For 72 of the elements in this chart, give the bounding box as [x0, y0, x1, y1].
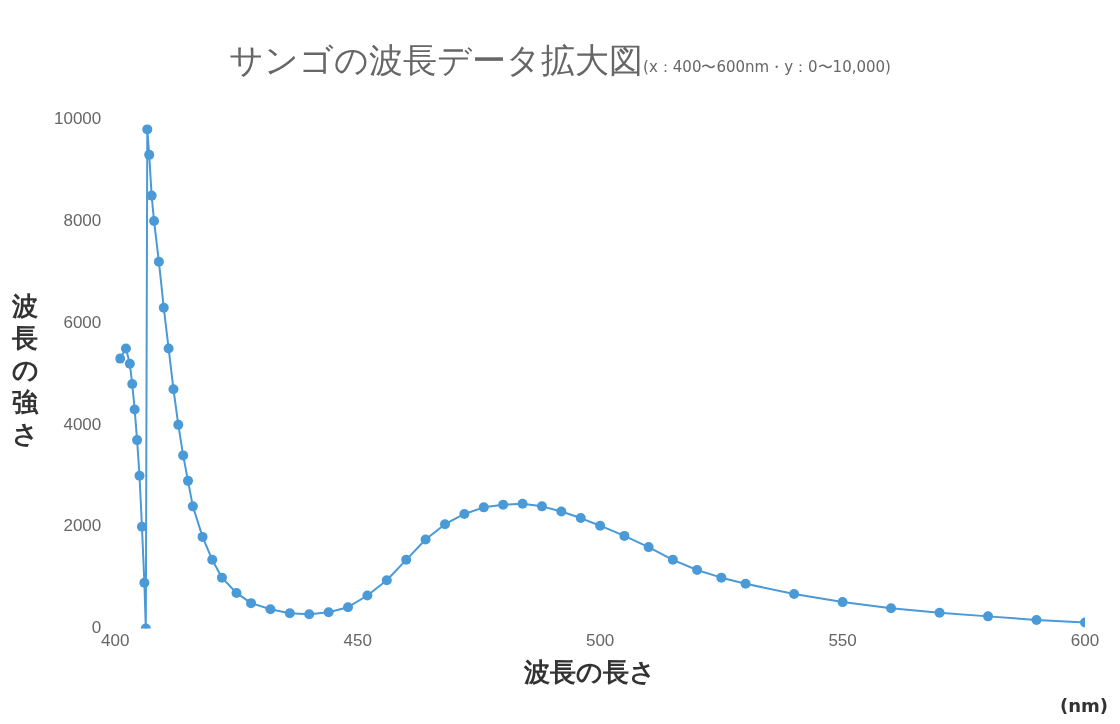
point — [401, 554, 412, 565]
y-tick-label: 10000 — [53, 108, 102, 128]
point — [231, 587, 242, 598]
point — [183, 475, 193, 486]
x-tick-label: 450 — [343, 631, 372, 651]
point — [163, 343, 174, 354]
y-tick-label: 6000 — [63, 312, 102, 332]
point — [216, 572, 227, 583]
point — [983, 611, 994, 622]
point — [246, 598, 257, 609]
point — [127, 379, 138, 390]
point — [139, 577, 150, 588]
x-tick-label: 500 — [585, 631, 615, 651]
y-tick-label: 4000 — [63, 414, 102, 434]
point — [187, 501, 198, 512]
point — [556, 506, 567, 517]
point — [420, 534, 431, 545]
point — [144, 149, 155, 160]
point — [575, 513, 586, 524]
point — [439, 519, 450, 530]
point — [265, 604, 276, 615]
y-tick-label: 8000 — [63, 210, 102, 230]
point — [740, 578, 751, 589]
point — [1031, 614, 1042, 625]
point — [716, 572, 727, 583]
point — [692, 565, 703, 576]
point — [837, 597, 848, 608]
point — [478, 502, 489, 513]
text: (nm) — [1059, 695, 1108, 716]
point — [158, 302, 169, 313]
point — [142, 124, 153, 135]
point — [168, 384, 179, 395]
point — [115, 353, 126, 364]
point — [789, 588, 800, 599]
point — [667, 554, 678, 565]
y-tick-label: 2000 — [63, 516, 102, 536]
point — [536, 501, 547, 512]
point — [173, 419, 184, 430]
point — [146, 190, 157, 201]
point — [304, 609, 315, 620]
x-axis-title: 波長の長さ — [523, 656, 657, 689]
point — [207, 554, 218, 565]
x-tick-label: 550 — [828, 631, 857, 651]
point — [886, 603, 897, 614]
point — [381, 575, 392, 586]
point — [343, 602, 354, 613]
point — [362, 590, 373, 601]
point — [459, 508, 470, 519]
chart-title: サンゴの波長データ拡大図 — [229, 40, 644, 80]
point — [197, 531, 208, 542]
point — [517, 498, 528, 509]
point — [153, 256, 164, 267]
point — [643, 542, 654, 553]
point — [934, 607, 945, 618]
point — [120, 343, 131, 354]
y-tick-label: 0 — [91, 618, 102, 638]
point — [149, 216, 160, 227]
y-axis-title: 波長の強さ — [10, 290, 40, 450]
point — [595, 520, 606, 531]
point — [323, 607, 334, 618]
point — [132, 435, 143, 446]
point — [129, 404, 140, 415]
point — [134, 470, 145, 481]
x-tick-label: 600 — [1070, 631, 1100, 651]
point — [284, 608, 295, 619]
point — [498, 499, 509, 510]
point — [136, 521, 147, 532]
chart-subtitle: (x：400〜600nm・y：0〜10,000) — [643, 58, 891, 76]
x-tick-label: 400 — [101, 631, 130, 651]
point — [178, 450, 189, 461]
point — [619, 530, 630, 541]
point — [124, 358, 135, 369]
